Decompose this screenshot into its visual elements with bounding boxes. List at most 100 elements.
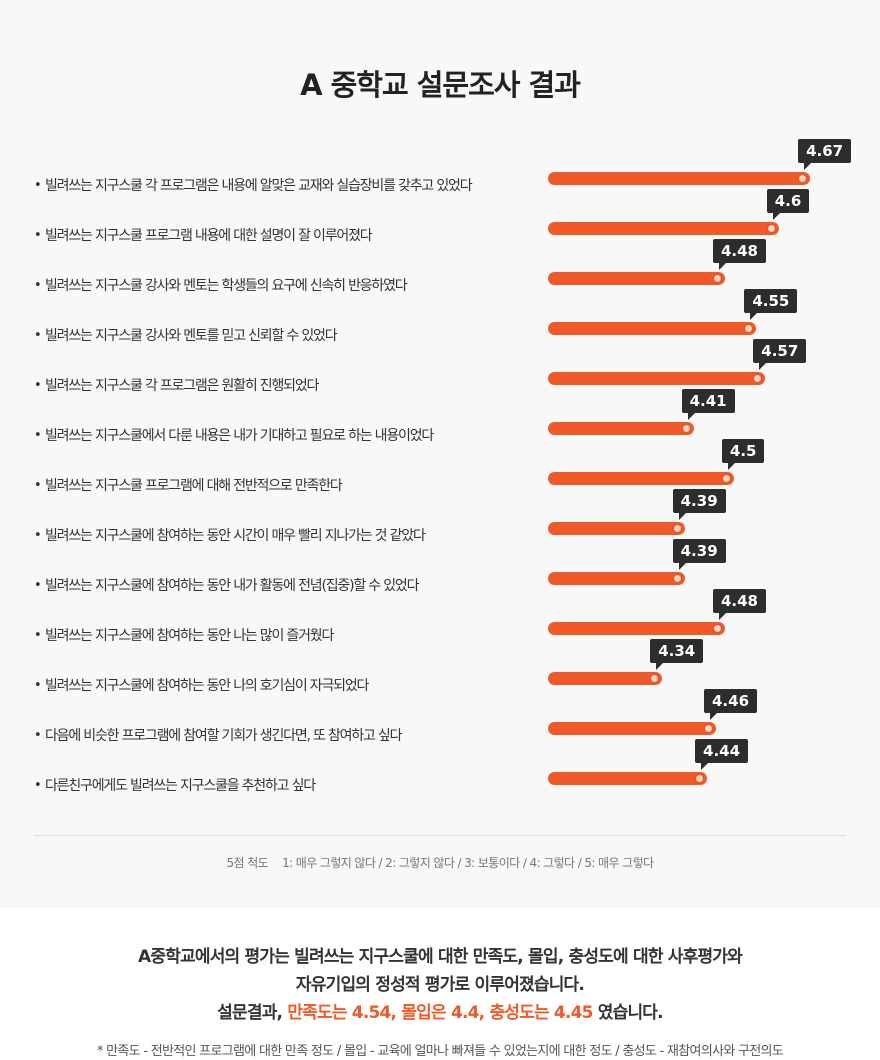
bullet: • [34, 728, 42, 743]
category-label: 빌려쓰는 지구스쿨 각 프로그램은 내용에 알맞은 교재와 실습장비를 갖추고 … [45, 178, 473, 194]
bar-row: • 빌려쓰는 지구스쿨 강사와 멘토를 믿고 신뢰할 수 있었다 4.55 [0, 289, 880, 378]
bar-row: • 빌려쓰는 지구스쿨에 참여하는 동안 시간이 매우 빨리 지나가는 것 같았다… [0, 489, 880, 578]
value-label: 4.5 [721, 439, 765, 470]
value-label: 4.48 [712, 589, 766, 620]
bullet: • [34, 528, 42, 543]
bar-row: • 빌려쓰는 지구스쿨에 참여하는 동안 나는 많이 즐거웠다 4.48 [0, 589, 880, 678]
category-label: 다른친구에게도 빌려쓰는 지구스쿨을 추천하고 싶다 [45, 778, 316, 794]
category-label: 빌려쓰는 지구스쿨 각 프로그램은 원활히 진행되었다 [45, 378, 319, 394]
bullet: • [34, 278, 42, 293]
value-label: 4.41 [681, 389, 735, 420]
bar-row: • 빌려쓰는 지구스쿨에 참여하는 동안 나의 호기심이 자극되었다 4.34 [0, 639, 880, 728]
bullet: • [34, 228, 42, 243]
bar [548, 472, 734, 485]
value-label: 4.55 [744, 289, 798, 320]
scale-title: 5점 척도 [226, 856, 269, 870]
divider [34, 835, 846, 836]
value-label: 4.39 [672, 489, 726, 520]
bar-end-marker [681, 424, 691, 433]
value-label: 4.6 [766, 189, 810, 220]
bullet: • [34, 678, 42, 693]
bar-row: • 빌려쓰는 지구스쿨 프로그램에 대해 전반적으로 만족한다 4.5 [0, 439, 880, 528]
bar-track: 4.34 [548, 639, 704, 685]
value-label: 4.48 [712, 239, 766, 270]
bar-row: • 빌려쓰는 지구스쿨에 참여하는 동안 내가 활동에 전념(집중)할 수 있었다… [0, 539, 880, 628]
scale-description: 1: 매우 그렇지 않다 / 2: 그렇지 않다 / 3: 보통이다 / 4: … [282, 856, 654, 870]
bar-track: 4.6 [548, 189, 810, 235]
bar-row: • 다음에 비슷한 프로그램에 참여할 기회가 생긴다면, 또 참여하고 싶다 4.… [0, 689, 880, 778]
bar-track: 4.48 [548, 589, 766, 635]
bar [548, 372, 766, 385]
category-label: 빌려쓰는 지구스쿨 강사와 멘토는 학생들의 요구에 신속히 반응하였다 [45, 278, 408, 294]
bullet: • [34, 478, 42, 493]
bullet: • [34, 378, 42, 393]
bullet: • [34, 628, 42, 643]
category-label: 빌려쓰는 지구스쿨에서 다룬 내용은 내가 기대하고 필요로 하는 내용이었다 [45, 428, 434, 444]
bar-row: • 빌려쓰는 지구스쿨 각 프로그램은 내용에 알맞은 교재와 실습장비를 갖추고… [0, 139, 880, 228]
summary-highlight: 만족도는 4.54, 몰입은 4.4, 충성도는 4.45 [287, 1003, 593, 1023]
bar-end-marker [712, 274, 722, 283]
bar [548, 522, 685, 535]
category-label: 빌려쓰는 지구스쿨 프로그램에 대해 전반적으로 만족한다 [45, 478, 343, 494]
bar [548, 722, 716, 735]
value-label: 4.46 [704, 689, 758, 720]
bar-end-marker [704, 724, 713, 733]
summary-prefix: 설문결과, [217, 1003, 288, 1023]
bar-track: 4.57 [548, 339, 807, 385]
bar [548, 572, 685, 585]
bar [548, 672, 663, 685]
value-label: 4.44 [695, 739, 749, 770]
bar [548, 322, 757, 335]
bar-end-marker [753, 374, 763, 383]
summary-suffix: 였습니다. [592, 1003, 664, 1023]
bar-track: 4.39 [548, 539, 726, 585]
value-label: 4.57 [753, 339, 807, 370]
bar [548, 622, 725, 635]
bar-track: 4.46 [548, 689, 758, 735]
bar-end-marker [712, 624, 722, 633]
bar [548, 772, 708, 785]
category-label: 빌려쓰는 지구스쿨에 참여하는 동안 나의 호기심이 자극되었다 [45, 678, 369, 694]
bar-end-marker [672, 524, 682, 533]
bullet: • [34, 328, 42, 343]
bar [548, 172, 811, 185]
category-label: 빌려쓰는 지구스쿨 강사와 멘토를 믿고 신뢰할 수 있었다 [45, 328, 338, 344]
survey-chart-panel: A 중학교 설문조사 결과 • 빌려쓰는 지구스쿨 각 프로그램은 내용에 알맞은… [0, 68, 880, 871]
summary-text: A중학교에서의 평가는 빌려쓰는 지구스쿨에 대한 만족도, 몰입, 충성도에 … [0, 943, 880, 1027]
category-label: 다음에 비슷한 프로그램에 참여할 기회가 생긴다면, 또 참여하고 싶다 [45, 728, 402, 744]
bar-row: • 다른친구에게도 빌려쓰는 지구스쿨을 추천하고 싶다 4.44 [0, 739, 880, 828]
bar-end-marker [744, 324, 754, 333]
bar-track: 4.41 [548, 389, 735, 435]
summary-line-2: 자유기입의 정성적 평가로 이루어졌습니다. [295, 975, 585, 995]
bar-track: 4.5 [548, 439, 765, 485]
summary-line-1: A중학교에서의 평가는 빌려쓰는 지구스쿨에 대한 만족도, 몰입, 충성도에 … [138, 947, 743, 967]
bar-end-marker [721, 474, 731, 483]
bar-end-marker [695, 774, 705, 783]
category-label: 빌려쓰는 지구스쿨에 참여하는 동안 내가 활동에 전념(집중)할 수 있었다 [45, 578, 419, 594]
bar-end-marker [766, 224, 776, 233]
footnote: * 만족도 - 전반적인 프로그램에 대한 만족 정도 / 몰입 - 교육에 얼… [96, 1044, 784, 1059]
bullet: • [34, 428, 42, 443]
bar-end-marker [672, 574, 682, 583]
bar-row: • 빌려쓰는 지구스쿨에서 다룬 내용은 내가 기대하고 필요로 하는 내용이었다… [0, 389, 880, 478]
chart-title: A 중학교 설문조사 결과 [300, 68, 581, 102]
category-label: 빌려쓰는 지구스쿨에 참여하는 동안 시간이 매우 빨리 지나가는 것 같았다 [45, 528, 426, 544]
summary-line-3: 설문결과, 만족도는 4.54, 몰입은 4.4, 충성도는 4.45 였습니다… [0, 999, 880, 1027]
bar-end-marker [798, 174, 808, 183]
category-label: 빌려쓰는 지구스쿨에 참여하는 동안 나는 많이 즐거웠다 [45, 628, 334, 644]
bar [548, 272, 725, 285]
bar-row: • 빌려쓰는 지구스쿨 프로그램 내용에 대한 설명이 잘 이루어졌다 4.6 [0, 189, 880, 278]
bar [548, 422, 694, 435]
bar-track: 4.55 [548, 289, 798, 335]
bullet: • [34, 578, 42, 593]
scale-legend: 5점 척도 1: 매우 그렇지 않다 / 2: 그렇지 않다 / 3: 보통이다 … [0, 854, 880, 871]
value-label: 4.34 [650, 639, 704, 670]
bar-track: 4.48 [548, 239, 766, 285]
bar-row: • 빌려쓰는 지구스쿨 각 프로그램은 원활히 진행되었다 4.57 [0, 339, 880, 428]
bar-track: 4.44 [548, 739, 749, 785]
bullet: • [34, 778, 42, 793]
bar-end-marker [650, 674, 660, 683]
value-label: 4.67 [798, 139, 852, 170]
bar-track: 4.39 [548, 489, 726, 535]
category-label: 빌려쓰는 지구스쿨 프로그램 내용에 대한 설명이 잘 이루어졌다 [45, 228, 373, 244]
